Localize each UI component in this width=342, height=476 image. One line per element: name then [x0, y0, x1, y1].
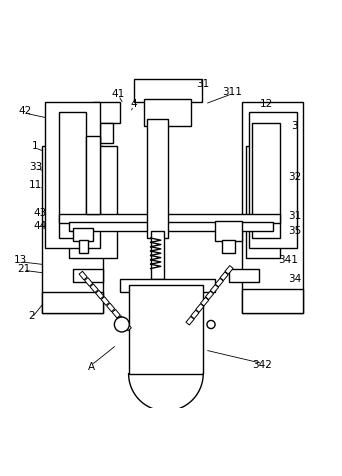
Bar — [73, 268, 103, 282]
Text: 3: 3 — [291, 121, 298, 131]
Bar — [222, 240, 235, 253]
Bar — [59, 112, 86, 238]
Bar — [120, 279, 215, 292]
Bar — [79, 240, 88, 253]
Text: 35: 35 — [288, 226, 301, 236]
Bar — [59, 214, 279, 223]
Bar — [42, 147, 103, 313]
Bar — [215, 278, 223, 287]
Text: 34: 34 — [288, 274, 301, 284]
Bar — [79, 271, 87, 280]
Bar — [196, 304, 204, 312]
Text: 12: 12 — [259, 99, 273, 109]
Bar — [112, 309, 120, 318]
Text: 342: 342 — [253, 360, 273, 370]
Bar — [107, 303, 115, 312]
Bar — [93, 102, 120, 123]
Bar — [147, 119, 168, 238]
Bar — [69, 147, 117, 258]
Text: 4: 4 — [130, 99, 137, 109]
Bar — [210, 285, 219, 293]
Bar — [86, 136, 100, 214]
Text: 32: 32 — [288, 172, 301, 182]
Bar — [246, 147, 279, 258]
Bar — [150, 231, 164, 279]
Text: 42: 42 — [18, 106, 32, 116]
Text: 1: 1 — [32, 141, 39, 151]
Bar — [144, 99, 192, 126]
Text: 11: 11 — [29, 180, 42, 190]
Bar — [242, 289, 303, 313]
Text: A: A — [88, 362, 95, 372]
Bar — [90, 284, 98, 293]
Text: 33: 33 — [29, 162, 42, 172]
Text: 31: 31 — [197, 79, 210, 89]
Bar — [242, 102, 303, 313]
Bar — [134, 79, 201, 102]
Bar — [225, 266, 233, 274]
Bar — [45, 102, 100, 248]
Bar — [42, 292, 103, 313]
Bar — [215, 221, 242, 241]
Bar — [96, 290, 104, 299]
Bar — [123, 322, 131, 331]
Bar — [249, 112, 297, 248]
Bar — [100, 123, 113, 143]
Text: 341: 341 — [278, 255, 298, 265]
Bar — [101, 297, 109, 305]
Bar — [69, 222, 273, 231]
Text: 21: 21 — [17, 264, 30, 274]
Bar — [191, 310, 199, 318]
Bar — [84, 278, 93, 286]
Bar — [229, 268, 259, 282]
Bar — [200, 298, 209, 306]
Text: 43: 43 — [34, 208, 47, 218]
Text: 44: 44 — [34, 221, 47, 231]
Text: 311: 311 — [222, 87, 242, 97]
Bar — [220, 272, 228, 280]
Text: 13: 13 — [13, 255, 27, 265]
Bar — [129, 286, 203, 374]
Text: 2: 2 — [29, 311, 35, 321]
Text: 41: 41 — [112, 89, 125, 99]
Text: 31: 31 — [288, 211, 301, 221]
Bar — [118, 316, 126, 324]
Bar — [252, 123, 279, 238]
Circle shape — [114, 317, 129, 332]
Bar — [186, 317, 194, 325]
Bar — [73, 228, 93, 241]
Circle shape — [207, 320, 215, 328]
Bar — [206, 291, 214, 299]
